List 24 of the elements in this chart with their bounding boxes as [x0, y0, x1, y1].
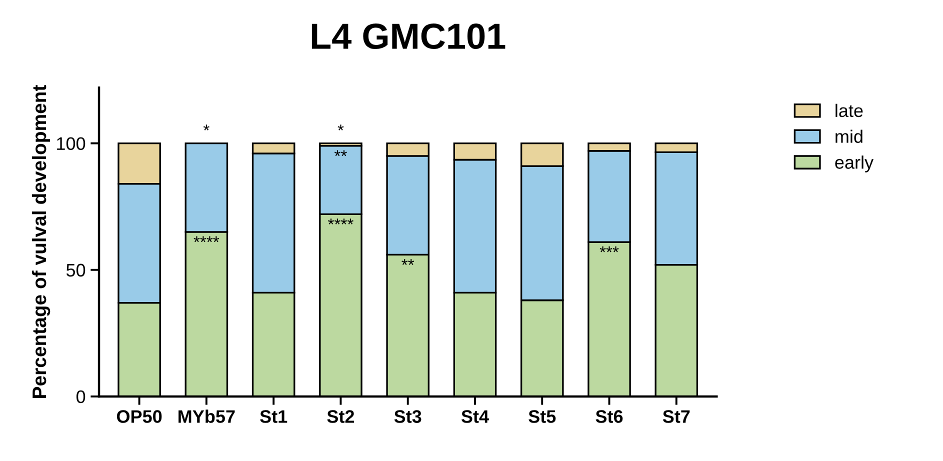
- annotation: *: [203, 124, 210, 130]
- x-tick-label: St7: [662, 410, 690, 423]
- annotation: *: [338, 124, 344, 130]
- x-tick-label: St6: [596, 410, 623, 423]
- annotation: **: [402, 259, 414, 265]
- legend-label: mid: [836, 130, 862, 143]
- y-axis-title: Percentage of vulval development: [32, 85, 50, 398]
- x-tick-label: OP50: [116, 410, 162, 423]
- y-tick-label: 100: [57, 137, 86, 150]
- x-tick-label: St4: [461, 410, 489, 423]
- y-tick-label: 50: [66, 264, 86, 277]
- chart-title: L4 GMC101: [312, 23, 506, 50]
- x-tick-label: St3: [394, 410, 422, 423]
- x-tick-label: St1: [260, 410, 288, 423]
- annotation: **: [334, 150, 347, 156]
- x-tick-label: MYb57: [178, 410, 235, 423]
- legend-label: late: [836, 104, 863, 118]
- legend-label: early: [835, 156, 874, 172]
- x-tick-label: St2: [327, 410, 354, 423]
- y-tick-label: 0: [76, 390, 86, 404]
- annotation: ***: [600, 246, 619, 252]
- annotation: ****: [194, 236, 220, 242]
- x-tick-label: St5: [528, 410, 556, 423]
- annotation: ****: [328, 218, 354, 224]
